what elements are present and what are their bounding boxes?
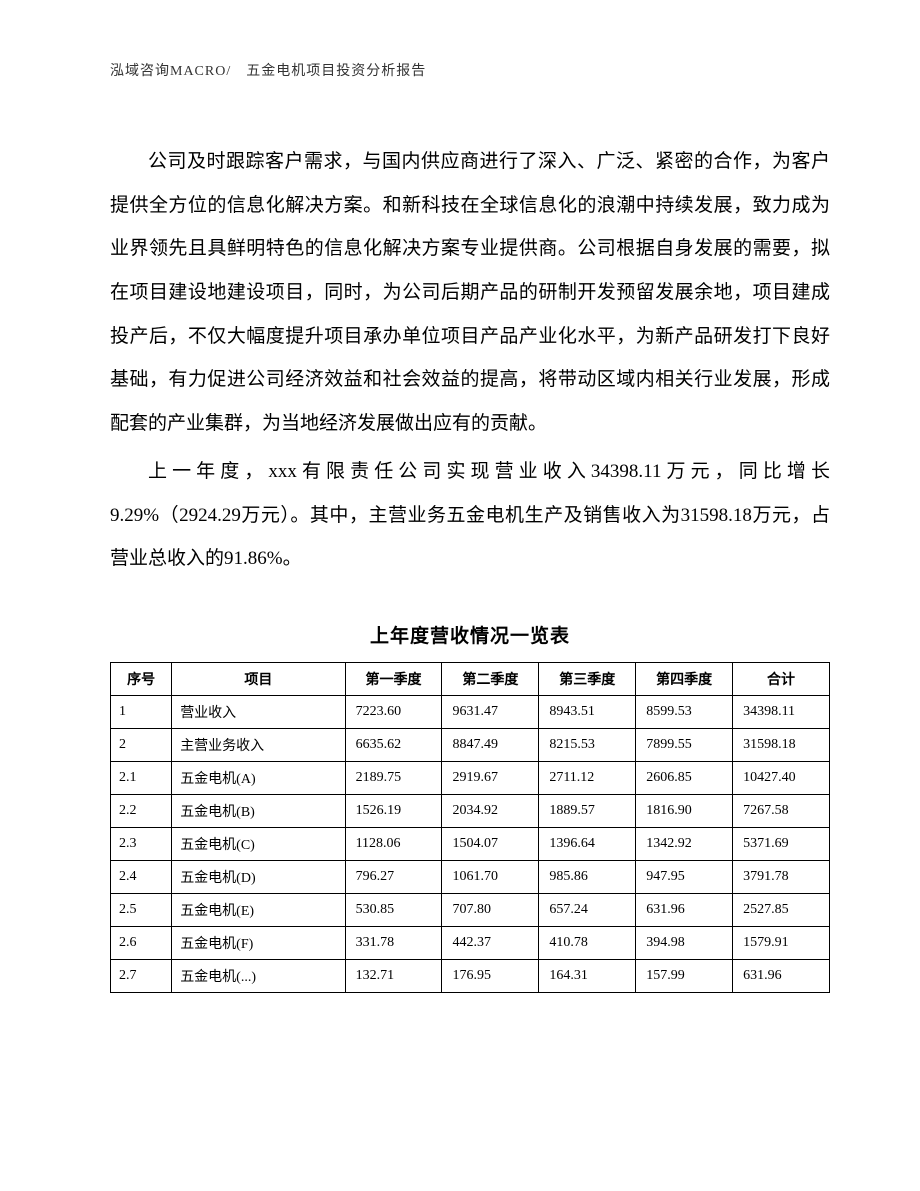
- table-header-row: 序号 项目 第一季度 第二季度 第三季度 第四季度 合计: [111, 662, 830, 695]
- cell-q1: 6635.62: [345, 728, 442, 761]
- table-row: 2.2 五金电机(B) 1526.19 2034.92 1889.57 1816…: [111, 794, 830, 827]
- cell-item: 五金电机(E): [172, 893, 345, 926]
- cell-seq: 2.5: [111, 893, 172, 926]
- cell-total: 2527.85: [733, 893, 830, 926]
- cell-q4: 157.99: [636, 959, 733, 992]
- cell-q3: 985.86: [539, 860, 636, 893]
- cell-q2: 9631.47: [442, 695, 539, 728]
- cell-item: 五金电机(C): [172, 827, 345, 860]
- cell-seq: 2.6: [111, 926, 172, 959]
- page-header: 泓域咨询MACRO/ 五金电机项目投资分析报告: [110, 60, 830, 80]
- table-row: 2.7 五金电机(...) 132.71 176.95 164.31 157.9…: [111, 959, 830, 992]
- cell-q1: 132.71: [345, 959, 442, 992]
- cell-item: 五金电机(D): [172, 860, 345, 893]
- cell-q2: 8847.49: [442, 728, 539, 761]
- cell-total: 10427.40: [733, 761, 830, 794]
- cell-q3: 164.31: [539, 959, 636, 992]
- cell-item: 营业收入: [172, 695, 345, 728]
- table-row: 2.6 五金电机(F) 331.78 442.37 410.78 394.98 …: [111, 926, 830, 959]
- cell-q4: 7899.55: [636, 728, 733, 761]
- table-row: 2.4 五金电机(D) 796.27 1061.70 985.86 947.95…: [111, 860, 830, 893]
- col-header-q2: 第二季度: [442, 662, 539, 695]
- cell-q2: 176.95: [442, 959, 539, 992]
- cell-q2: 442.37: [442, 926, 539, 959]
- table-row: 1 营业收入 7223.60 9631.47 8943.51 8599.53 3…: [111, 695, 830, 728]
- cell-item: 五金电机(F): [172, 926, 345, 959]
- cell-q3: 8215.53: [539, 728, 636, 761]
- col-header-q4: 第四季度: [636, 662, 733, 695]
- cell-q4: 1342.92: [636, 827, 733, 860]
- cell-q3: 1396.64: [539, 827, 636, 860]
- cell-seq: 2.4: [111, 860, 172, 893]
- cell-q3: 410.78: [539, 926, 636, 959]
- cell-item: 五金电机(...): [172, 959, 345, 992]
- cell-q1: 796.27: [345, 860, 442, 893]
- table-title: 上年度营收情况一览表: [110, 621, 830, 648]
- cell-q3: 1889.57: [539, 794, 636, 827]
- col-header-total: 合计: [733, 662, 830, 695]
- col-header-seq: 序号: [111, 662, 172, 695]
- cell-seq: 2.2: [111, 794, 172, 827]
- col-header-item: 项目: [172, 662, 345, 695]
- header-text: 泓域咨询MACRO/ 五金电机项目投资分析报告: [110, 64, 426, 79]
- cell-q1: 7223.60: [345, 695, 442, 728]
- cell-q1: 1128.06: [345, 827, 442, 860]
- cell-q4: 394.98: [636, 926, 733, 959]
- cell-seq: 2.1: [111, 761, 172, 794]
- cell-q4: 2606.85: [636, 761, 733, 794]
- cell-q3: 8943.51: [539, 695, 636, 728]
- cell-q2: 2034.92: [442, 794, 539, 827]
- cell-total: 34398.11: [733, 695, 830, 728]
- cell-item: 五金电机(A): [172, 761, 345, 794]
- table-row: 2.5 五金电机(E) 530.85 707.80 657.24 631.96 …: [111, 893, 830, 926]
- cell-total: 7267.58: [733, 794, 830, 827]
- table-row: 2.1 五金电机(A) 2189.75 2919.67 2711.12 2606…: [111, 761, 830, 794]
- revenue-table: 序号 项目 第一季度 第二季度 第三季度 第四季度 合计 1 营业收入 7223…: [110, 662, 830, 993]
- cell-q1: 530.85: [345, 893, 442, 926]
- cell-total: 5371.69: [733, 827, 830, 860]
- table-row: 2.3 五金电机(C) 1128.06 1504.07 1396.64 1342…: [111, 827, 830, 860]
- cell-seq: 1: [111, 695, 172, 728]
- cell-q4: 631.96: [636, 893, 733, 926]
- cell-item: 主营业务收入: [172, 728, 345, 761]
- paragraph-2: 上一年度，xxx有限责任公司实现营业收入34398.11万元，同比增长9.29%…: [110, 450, 830, 581]
- cell-total: 631.96: [733, 959, 830, 992]
- cell-q2: 1504.07: [442, 827, 539, 860]
- table-row: 2 主营业务收入 6635.62 8847.49 8215.53 7899.55…: [111, 728, 830, 761]
- cell-q4: 1816.90: [636, 794, 733, 827]
- cell-q2: 707.80: [442, 893, 539, 926]
- cell-q1: 1526.19: [345, 794, 442, 827]
- table-body: 1 营业收入 7223.60 9631.47 8943.51 8599.53 3…: [111, 695, 830, 992]
- cell-q3: 2711.12: [539, 761, 636, 794]
- cell-item: 五金电机(B): [172, 794, 345, 827]
- cell-q1: 331.78: [345, 926, 442, 959]
- cell-total: 31598.18: [733, 728, 830, 761]
- cell-q4: 947.95: [636, 860, 733, 893]
- cell-q4: 8599.53: [636, 695, 733, 728]
- cell-total: 3791.78: [733, 860, 830, 893]
- cell-seq: 2: [111, 728, 172, 761]
- cell-q2: 2919.67: [442, 761, 539, 794]
- paragraph-1: 公司及时跟踪客户需求，与国内供应商进行了深入、广泛、紧密的合作，为客户提供全方位…: [110, 140, 830, 446]
- cell-seq: 2.3: [111, 827, 172, 860]
- col-header-q3: 第三季度: [539, 662, 636, 695]
- cell-q2: 1061.70: [442, 860, 539, 893]
- cell-q1: 2189.75: [345, 761, 442, 794]
- col-header-q1: 第一季度: [345, 662, 442, 695]
- cell-q3: 657.24: [539, 893, 636, 926]
- body-content: 公司及时跟踪客户需求，与国内供应商进行了深入、广泛、紧密的合作，为客户提供全方位…: [110, 140, 830, 581]
- cell-seq: 2.7: [111, 959, 172, 992]
- cell-total: 1579.91: [733, 926, 830, 959]
